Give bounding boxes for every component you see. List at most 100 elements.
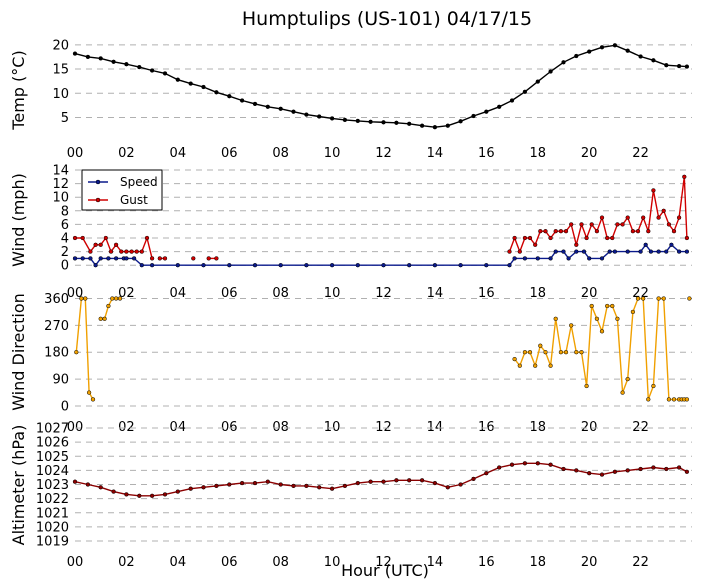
y-tick-dir-3: 270 (44, 319, 69, 334)
y-tick-dir-4: 360 (44, 292, 69, 307)
point-alt-0-2 (98, 485, 103, 490)
x-tick-alt-7: 14 (427, 555, 444, 570)
point-alt-0-19 (317, 485, 322, 490)
x-tick-dir-1: 02 (118, 420, 135, 435)
point-wind-0-42 (648, 249, 654, 254)
point-alt-0-20 (329, 486, 335, 491)
point-dir-0-4 (90, 397, 96, 402)
y-tick-wind-7: 14 (52, 164, 69, 179)
point-wind-0-13 (201, 263, 206, 268)
point-dir-0-42 (671, 397, 677, 402)
x-tick-alt-5: 10 (324, 555, 341, 570)
series-line-dir-0-2 (514, 297, 687, 401)
point-wind-1-43 (625, 215, 630, 220)
y-tick-alt-4: 1023 (36, 478, 69, 493)
series-line-temp-0-0 (74, 44, 687, 128)
point-wind-1-54 (682, 174, 687, 179)
point-wind-0-45 (669, 242, 674, 247)
point-wind-1-29 (553, 229, 558, 234)
point-wind-1-39 (605, 235, 610, 241)
point-temp-0-18 (304, 112, 309, 117)
point-temp-0-46 (664, 63, 669, 68)
point-temp-0-26 (407, 121, 412, 126)
y-tick-alt-5: 1024 (36, 464, 69, 479)
point-temp-0-4 (124, 62, 129, 67)
x-tick-wind-6: 12 (375, 286, 392, 301)
point-wind-1-53 (676, 215, 682, 220)
point-dir-0-19 (553, 316, 558, 321)
point-wind-1-18 (214, 256, 219, 261)
point-alt-0-16 (278, 482, 283, 487)
y-tick-alt-8: 1027 (36, 422, 69, 437)
point-wind-0-21 (407, 263, 412, 268)
point-alt-0-14 (252, 480, 258, 486)
point-wind-0-30 (553, 249, 558, 254)
point-wind-1-46 (641, 215, 646, 220)
x-tick-alt-4: 08 (272, 555, 289, 570)
x-tick-wind-1: 02 (118, 286, 135, 301)
point-wind-1-5 (103, 235, 108, 241)
point-dir-0-39 (656, 296, 661, 301)
point-wind-1-13 (144, 235, 150, 241)
point-wind-1-27 (543, 229, 548, 234)
point-wind-1-55 (684, 235, 690, 241)
point-temp-0-8 (175, 77, 180, 82)
point-wind-0-11 (149, 263, 155, 268)
series-line-wind-1-0 (75, 235, 153, 259)
x-tick-temp-10: 20 (581, 146, 598, 161)
x-tick-alt-10: 20 (581, 555, 598, 570)
point-wind-0-31 (561, 249, 566, 254)
figure-title: Humptulips (US-101) 04/17/15 (242, 8, 532, 30)
x-tick-temp-4: 08 (272, 146, 289, 161)
point-dir-0-11 (512, 356, 517, 362)
point-alt-0-48 (684, 469, 690, 474)
x-tick-wind-2: 04 (170, 286, 187, 301)
point-alt-0-42 (612, 469, 618, 474)
point-wind-0-1 (80, 256, 85, 261)
point-dir-0-16 (538, 343, 543, 348)
x-tick-temp-7: 14 (427, 146, 444, 161)
point-temp-0-14 (252, 101, 258, 107)
point-wind-1-45 (635, 229, 641, 234)
point-wind-0-36 (599, 256, 605, 261)
point-dir-0-35 (635, 296, 641, 301)
point-wind-1-4 (98, 242, 103, 247)
point-wind-1-22 (517, 249, 522, 254)
x-tick-alt-8: 16 (478, 555, 495, 570)
point-temp-0-23 (368, 119, 373, 124)
point-wind-1-10 (129, 249, 134, 254)
point-wind-1-16 (162, 256, 168, 261)
point-alt-0-45 (651, 465, 656, 470)
point-dir-0-8 (110, 296, 115, 301)
point-alt-0-36 (535, 461, 540, 466)
legend-box (81, 169, 163, 211)
point-wind-0-38 (612, 249, 618, 254)
panel-temp: 5 10 15 20 00 02 04 06 08 10 12 14 16 18 20 22 Temp (°C) (9, 38, 692, 161)
x-tick-wind-3: 06 (221, 286, 238, 301)
point-wind-0-23 (458, 263, 463, 268)
point-wind-0-32 (566, 256, 571, 261)
x-tick-temp-11: 22 (632, 146, 649, 161)
x-tick-wind-7: 14 (427, 286, 444, 301)
series-line-wind-1-4 (508, 176, 688, 254)
y-tick-alt-1: 1020 (36, 520, 69, 535)
point-temp-0-24 (381, 120, 386, 125)
point-wind-1-47 (646, 229, 651, 234)
y-tick-alt-6: 1025 (36, 450, 69, 465)
point-wind-1-26 (538, 229, 543, 234)
point-wind-1-31 (563, 229, 569, 234)
y-tick-temp-1: 10 (52, 87, 69, 102)
point-wind-1-51 (666, 222, 672, 227)
point-alt-0-37 (548, 462, 553, 467)
point-wind-1-14 (149, 256, 155, 261)
point-alt-0-26 (407, 478, 412, 483)
x-tick-temp-5: 10 (324, 146, 341, 161)
point-wind-0-29 (548, 256, 553, 261)
point-wind-0-17 (304, 263, 309, 268)
point-wind-1-44 (630, 229, 636, 234)
point-dir-0-27 (594, 316, 600, 321)
point-temp-0-40 (587, 49, 592, 54)
x-tick-temp-0: 00 (67, 146, 84, 161)
point-alt-0-12 (227, 482, 232, 487)
